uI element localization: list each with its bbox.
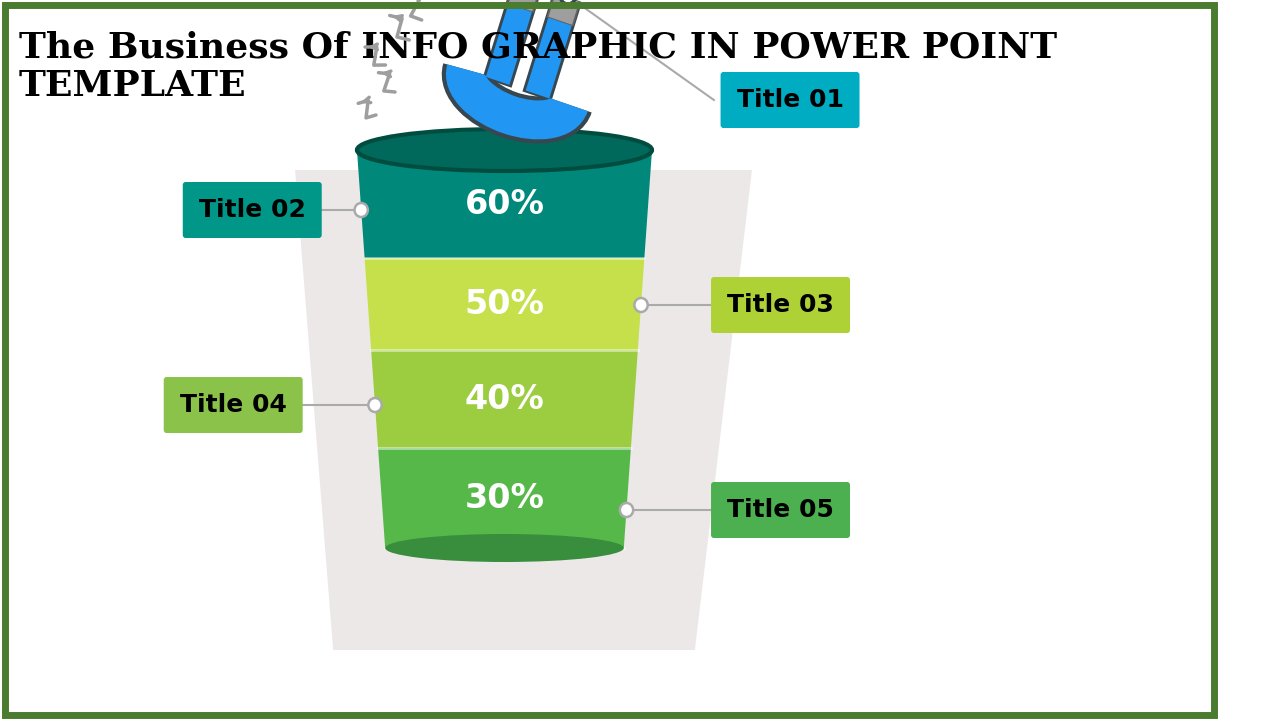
FancyBboxPatch shape <box>710 482 850 538</box>
FancyBboxPatch shape <box>164 377 302 433</box>
Polygon shape <box>371 350 637 448</box>
FancyBboxPatch shape <box>183 182 321 238</box>
Circle shape <box>355 203 367 217</box>
Circle shape <box>620 503 634 517</box>
Text: 50%: 50% <box>465 287 544 320</box>
Circle shape <box>369 398 381 412</box>
Polygon shape <box>357 150 652 258</box>
Text: 60%: 60% <box>465 187 544 220</box>
Bar <box>483 0 540 88</box>
Circle shape <box>561 0 576 4</box>
Bar <box>486 0 538 85</box>
Bar <box>522 0 581 102</box>
Circle shape <box>561 0 575 3</box>
FancyBboxPatch shape <box>721 72 860 128</box>
Text: 30%: 30% <box>465 482 544 515</box>
Text: 40%: 40% <box>465 382 544 415</box>
Bar <box>508 0 539 12</box>
Text: Title 03: Title 03 <box>727 293 835 317</box>
Circle shape <box>635 298 648 312</box>
Bar <box>549 0 579 24</box>
Bar <box>526 0 577 99</box>
Text: Title 01: Title 01 <box>736 88 844 112</box>
Text: The Business Of INFO GRAPHIC IN POWER POINT
TEMPLATE: The Business Of INFO GRAPHIC IN POWER PO… <box>19 30 1057 104</box>
Polygon shape <box>365 258 644 350</box>
Polygon shape <box>296 170 751 650</box>
Ellipse shape <box>385 534 623 562</box>
Polygon shape <box>378 448 631 548</box>
Text: Title 02: Title 02 <box>198 198 306 222</box>
FancyBboxPatch shape <box>710 277 850 333</box>
Bar <box>547 0 581 27</box>
Bar <box>507 0 541 13</box>
Text: Title 05: Title 05 <box>727 498 835 522</box>
Ellipse shape <box>357 129 652 171</box>
Text: Title 04: Title 04 <box>179 393 287 417</box>
